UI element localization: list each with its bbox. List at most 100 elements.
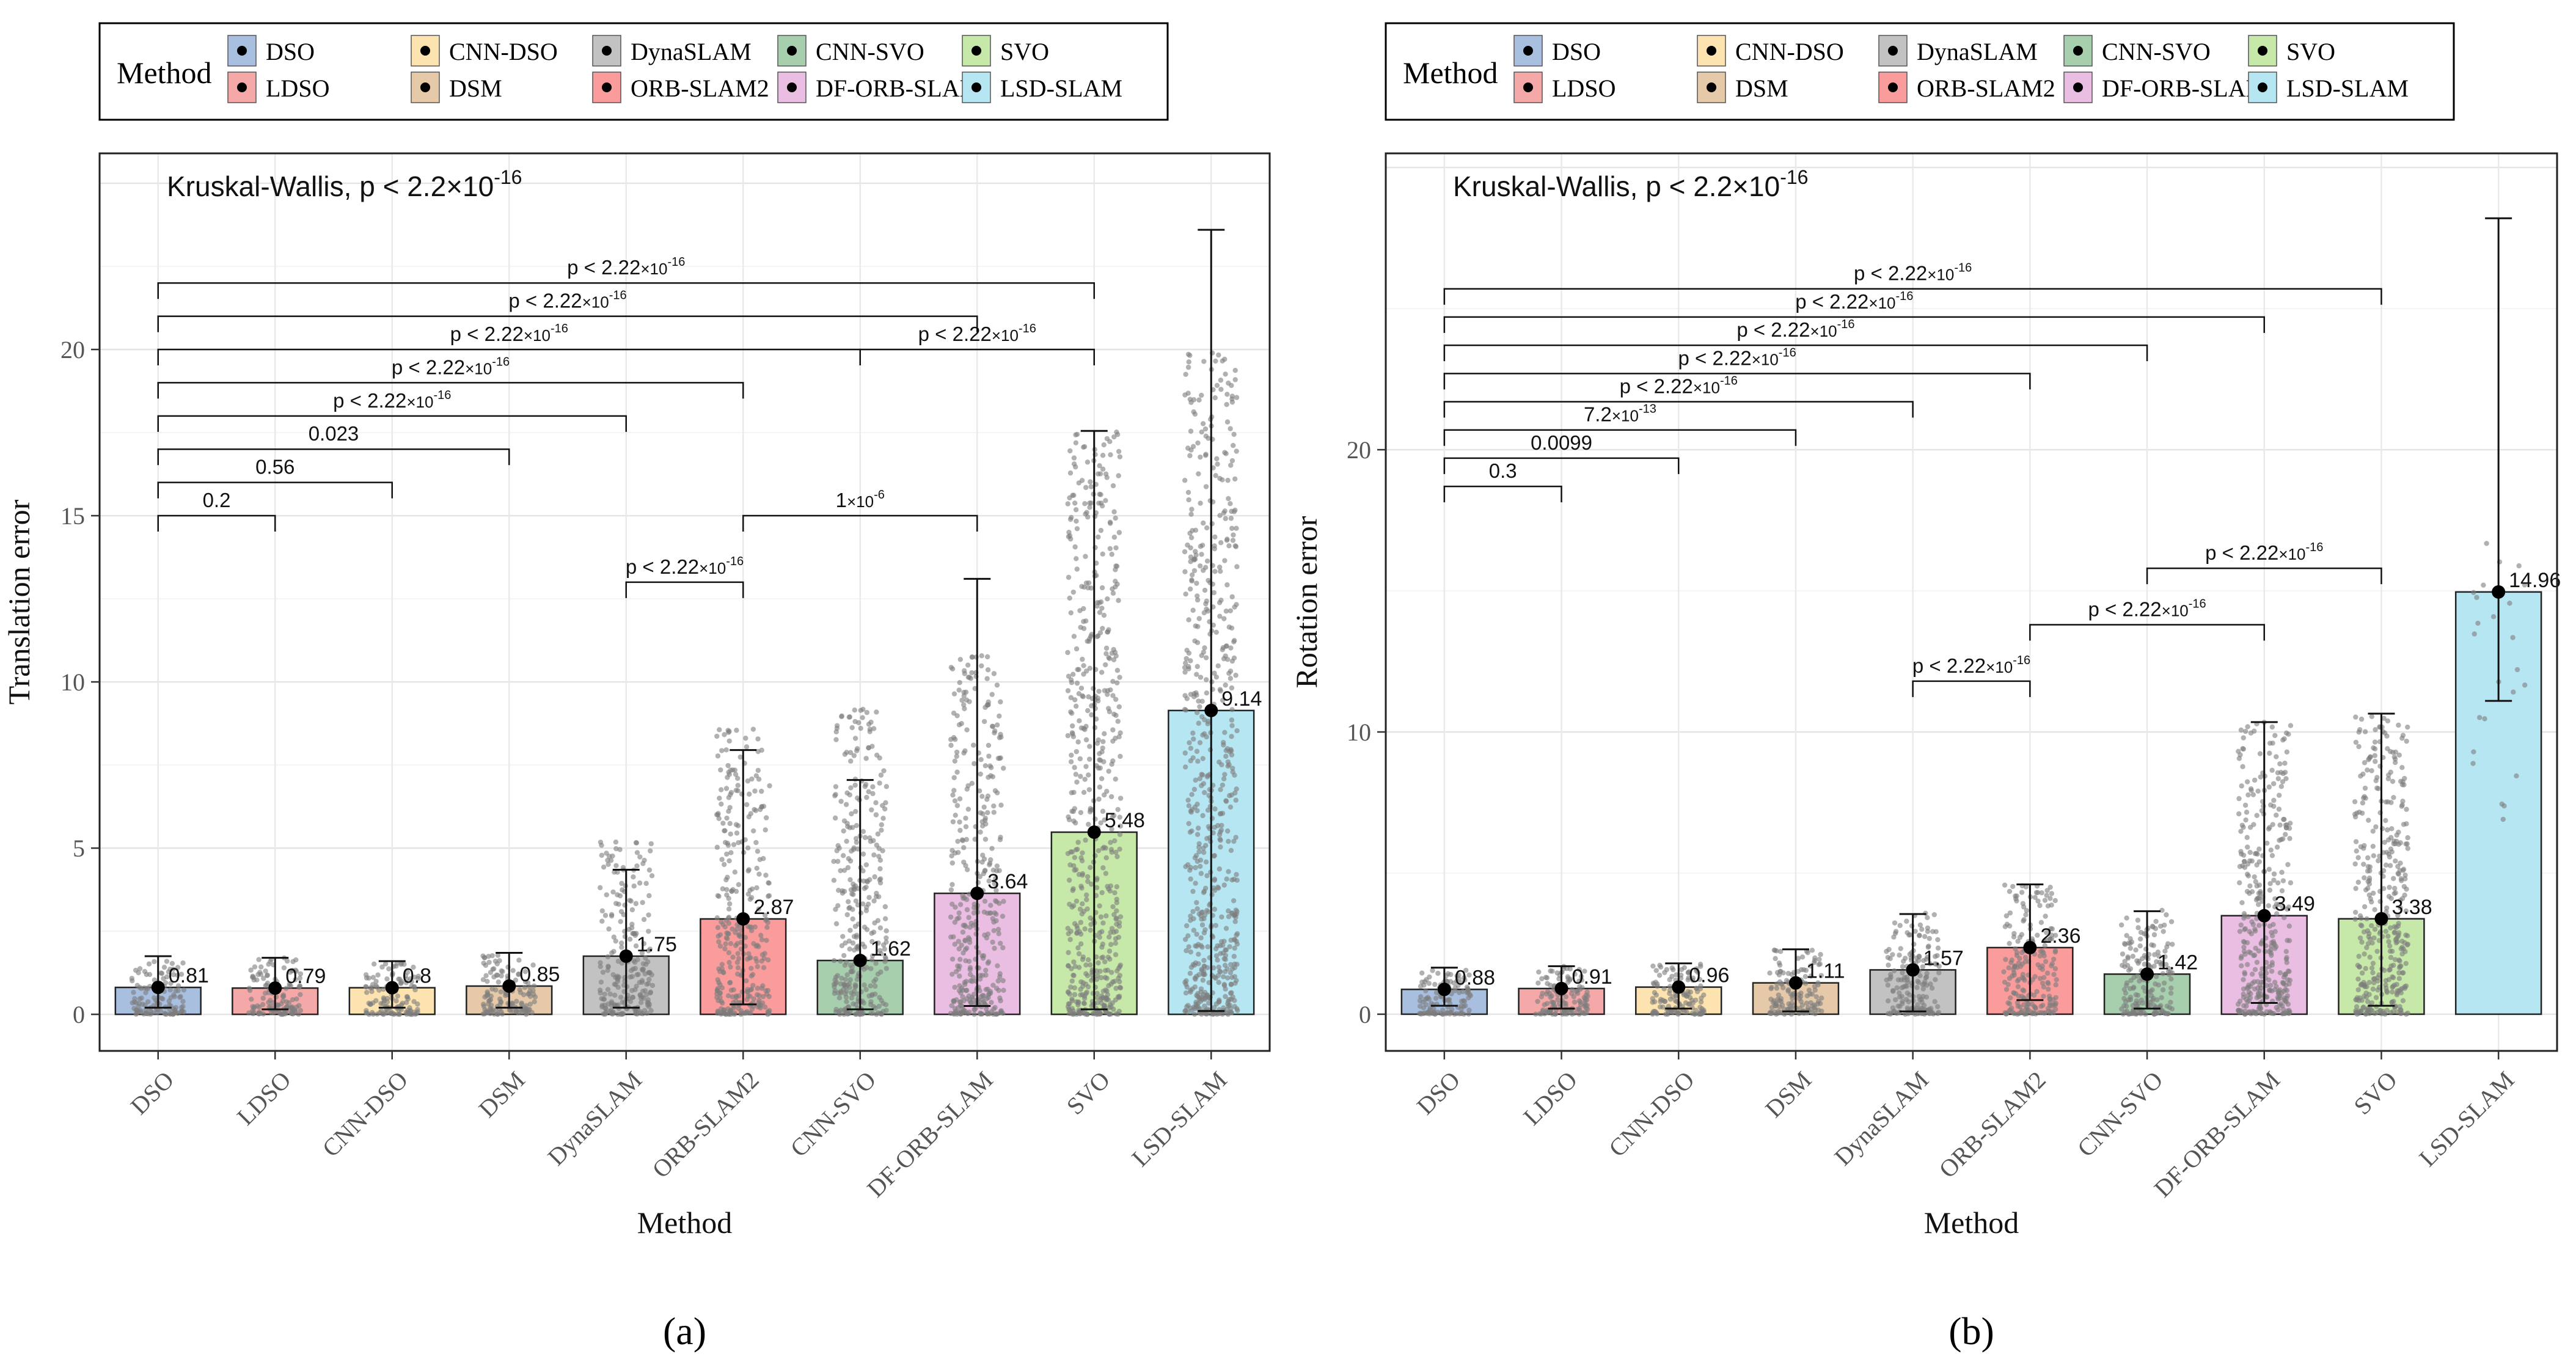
jitter-point [977, 976, 983, 982]
jitter-point [954, 916, 960, 922]
jitter-point [2272, 946, 2278, 951]
value-label-svo: 5.48 [1105, 809, 1145, 832]
jitter-point [1109, 926, 1115, 931]
jitter-point [1205, 608, 1211, 614]
jitter-point [846, 899, 851, 904]
jitter-point [1187, 868, 1193, 873]
jitter-point [1100, 989, 1107, 994]
bracket-line [157, 282, 1095, 299]
jitter-point [873, 960, 879, 966]
jitter-point [884, 784, 890, 789]
jitter-point [1216, 964, 1221, 970]
jitter-point [1812, 984, 1818, 989]
jitter-point [1089, 632, 1094, 637]
jitter-point [2008, 960, 2014, 965]
jitter-point [869, 953, 876, 959]
jitter-point [2051, 956, 2057, 962]
jitter-point [1212, 569, 1218, 574]
jitter-point [2123, 990, 2129, 996]
jitter-point [1076, 872, 1082, 877]
jitter-point [881, 768, 887, 774]
jitter-point [2405, 724, 2410, 730]
jitter-point [2271, 797, 2277, 803]
jitter-point [2254, 813, 2259, 818]
jitter-point [725, 1006, 731, 1012]
jitter-point [960, 929, 966, 935]
jitter-point [989, 846, 995, 851]
jitter-point [364, 990, 370, 995]
jitter-point [877, 925, 884, 931]
jitter-point [2271, 877, 2277, 883]
value-label-dso: 0.81 [169, 964, 209, 987]
jitter-point [2245, 724, 2250, 730]
jitter-point [1892, 997, 1898, 1003]
jitter-point [1213, 473, 1218, 478]
jitter-point [725, 843, 731, 848]
jitter-point [489, 986, 495, 992]
value-label-orb-slam2: 2.87 [753, 896, 794, 919]
jitter-point [742, 935, 748, 940]
jitter-point [1203, 484, 1209, 489]
jitter-point [834, 725, 840, 731]
jitter-point [2248, 950, 2253, 956]
jitter-point [1200, 756, 1206, 761]
jitter-point [1072, 964, 1078, 970]
jitter-point [1113, 849, 1119, 855]
jitter-point [628, 999, 634, 1004]
jitter-point [2272, 733, 2278, 738]
jitter-point [1887, 1011, 1894, 1017]
jitter-point [1215, 663, 1221, 669]
jitter-point [1067, 862, 1073, 868]
jitter-point [1069, 978, 1075, 984]
jitter-point [2370, 828, 2376, 834]
jitter-point [370, 975, 376, 980]
jitter-point [2402, 872, 2408, 878]
jitter-point [1107, 948, 1113, 954]
jitter-point [1904, 918, 1909, 924]
jitter-point [734, 728, 739, 733]
bracket-label: p < 2.22×10-16 [567, 255, 685, 279]
jitter-point [1072, 544, 1078, 550]
jitter-point [728, 831, 733, 837]
jitter-point [2238, 1008, 2244, 1014]
jitter-point [2285, 977, 2291, 982]
jitter-point [2034, 989, 2040, 995]
mean-point-dynaslam [619, 949, 633, 963]
jitter-point [1221, 974, 1226, 979]
jitter-point [1196, 698, 1201, 704]
jitter-point [1184, 948, 1189, 954]
jitter-point [2011, 931, 2017, 937]
jitter-point [1585, 1006, 1590, 1012]
jitter-point [994, 863, 1000, 869]
jitter-point [1080, 1010, 1086, 1016]
jitter-point [852, 982, 858, 987]
jitter-point [1184, 696, 1190, 701]
jitter-point [598, 964, 603, 970]
jitter-point [1186, 803, 1192, 808]
jitter-point [734, 775, 741, 781]
jitter-point [266, 961, 271, 967]
jitter-point [532, 994, 538, 1000]
jitter-point [2366, 818, 2371, 823]
jitter-point [1094, 603, 1100, 609]
jitter-point [1234, 395, 1240, 400]
jitter-point [1065, 989, 1071, 995]
jitter-point [2404, 807, 2409, 812]
jitter-point [250, 1011, 256, 1017]
jitter-point [965, 1011, 971, 1017]
jitter-point [488, 1006, 494, 1012]
jitter-point [1182, 569, 1188, 574]
jitter-point [714, 995, 720, 1000]
bracket-label: 1×10-6 [836, 488, 885, 511]
jitter-point [993, 986, 1000, 991]
legend-dot [1707, 46, 1716, 56]
jitter-point [1698, 964, 1703, 969]
jitter-point [1109, 552, 1114, 557]
jitter-point [1199, 552, 1204, 557]
jitter-point [978, 756, 984, 763]
jitter-point [764, 937, 769, 943]
jitter-point [1198, 544, 1204, 549]
jitter-point [1452, 1011, 1457, 1017]
jitter-point [726, 769, 731, 775]
jitter-point [1222, 968, 1228, 975]
